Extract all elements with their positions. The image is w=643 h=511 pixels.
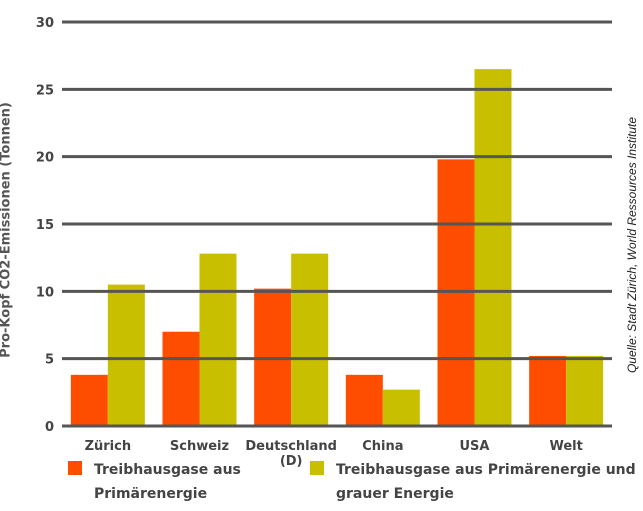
legend-label-primary: Treibhausgase aus Primärenergie — [94, 462, 241, 502]
x-tick-label-1: Schweiz — [170, 439, 229, 454]
bar-total-0 — [107, 284, 145, 426]
bar-primary-1 — [162, 331, 200, 426]
gridlines-group — [62, 20, 612, 428]
y-axis-label-text: Pro-Kopf CO2-Emissionen (Tonnen) — [0, 102, 14, 358]
bars-group — [70, 69, 604, 427]
legend-item-total: Treibhausgase aus Primärenergie und grau… — [310, 458, 636, 506]
bar-primary-3 — [345, 374, 383, 426]
source-text: Quelle: Stadt Zürich, World Ressources I… — [625, 116, 639, 374]
bar-primary-0 — [70, 374, 108, 426]
y-tick-label-15: 15 — [36, 218, 54, 233]
y-tick-label-30: 30 — [36, 16, 54, 31]
y-tick-labels: 0 5 10 15 20 25 30 — [36, 16, 54, 435]
bar-primary-5 — [529, 355, 567, 426]
y-tick-label-10: 10 — [36, 285, 54, 300]
x-tick-label-4: USA — [460, 439, 490, 454]
x-tick-label-2: Deutschland (D) — [245, 439, 337, 469]
y-tick-label-5: 5 — [45, 353, 54, 368]
bar-total-1 — [199, 253, 237, 426]
bar-total-2 — [291, 253, 329, 426]
legend-swatch-total — [310, 461, 324, 475]
legend-label-total: Treibhausgase aus Primärenergie und grau… — [336, 462, 636, 502]
y-tick-label-20: 20 — [36, 151, 54, 166]
x-tick-label-3: China — [362, 439, 403, 454]
legend-swatch-primary — [68, 461, 82, 475]
x-tick-label-5: Welt — [549, 439, 582, 454]
bar-total-4 — [474, 69, 512, 426]
bar-total-3 — [382, 389, 420, 426]
y-tick-label-25: 25 — [36, 83, 54, 98]
y-tick-label-0: 0 — [45, 420, 54, 435]
x-tick-labels: Zürich Schweiz Deutschland (D) China USA Welt — [85, 439, 583, 469]
legend-item-primary: Treibhausgase aus Primärenergie — [68, 458, 269, 506]
x-tick-label-0: Zürich — [85, 439, 132, 454]
bar-total-5 — [566, 355, 604, 426]
